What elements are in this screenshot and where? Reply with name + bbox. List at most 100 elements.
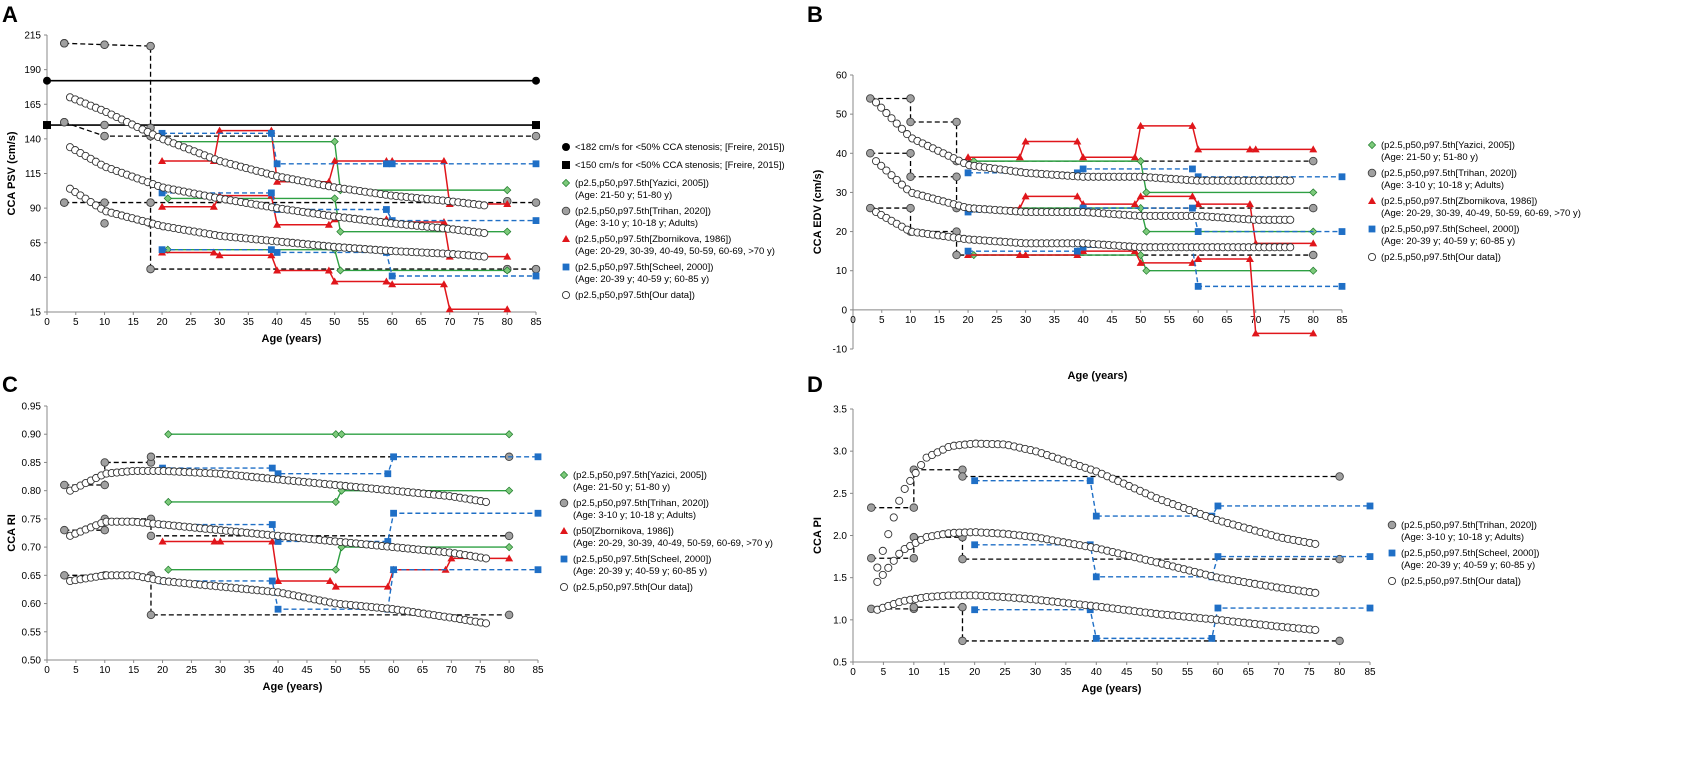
data-point bbox=[100, 458, 110, 467]
data-point bbox=[534, 509, 542, 517]
x-tick-label: 60 bbox=[1212, 667, 1224, 678]
x-tick-label: 85 bbox=[530, 317, 542, 328]
x-tick-label: 30 bbox=[215, 665, 227, 676]
data-point bbox=[1188, 192, 1197, 200]
legend-marker bbox=[561, 290, 571, 300]
legend-text: (p2.5,p50,p97.5th[Scheel, 2000]) bbox=[1381, 224, 1519, 235]
data-point bbox=[871, 98, 881, 107]
data-point bbox=[884, 530, 893, 539]
x-tick-label: 20 bbox=[157, 665, 169, 676]
legend-marker bbox=[560, 527, 568, 534]
data-point bbox=[382, 277, 391, 285]
data-point bbox=[480, 201, 489, 210]
legend-item: (p2.5,p50,p97.5th[Yazici, 2005])(Age: 21… bbox=[1367, 140, 1515, 163]
x-tick-label: 20 bbox=[156, 317, 168, 328]
legend-item: (p2.5,p50,p97.5th[Our data]) bbox=[561, 290, 695, 301]
y-tick-label: 30 bbox=[836, 188, 848, 199]
data-point bbox=[1194, 200, 1203, 208]
data-point bbox=[505, 543, 514, 552]
x-tick-label: 5 bbox=[879, 315, 885, 326]
data-point bbox=[531, 198, 541, 207]
legend-marker bbox=[560, 555, 568, 563]
data-point bbox=[952, 117, 961, 127]
data-point bbox=[216, 537, 225, 545]
data-point bbox=[447, 554, 456, 562]
series-our-data bbox=[65, 93, 489, 210]
data-point bbox=[268, 521, 276, 528]
series-line bbox=[871, 469, 1340, 509]
legend-text: (Age: 20-39 y; 40-59 y; 60-85 y) bbox=[1381, 236, 1515, 247]
data-point bbox=[911, 468, 920, 478]
x-tick-label: 25 bbox=[991, 315, 1003, 326]
data-point bbox=[532, 160, 540, 168]
data-point bbox=[1308, 203, 1318, 213]
panel-letter: A bbox=[2, 2, 18, 27]
x-tick-label: 65 bbox=[1221, 315, 1233, 326]
series-line bbox=[162, 512, 538, 543]
data-point bbox=[1021, 251, 1030, 259]
legend-marker bbox=[562, 263, 570, 271]
series-line bbox=[64, 121, 536, 137]
legend-text: (Age: 21-50 y; 51-80 y) bbox=[1381, 152, 1478, 163]
legend-text: (p2.5,p50,p97.5th[Our data]) bbox=[1401, 576, 1521, 587]
legend-item: (p2.5,p50,p97.5th[Trihan, 2020])(Age: 3-… bbox=[1387, 520, 1537, 543]
data-point bbox=[1136, 121, 1145, 129]
legend-marker bbox=[561, 178, 571, 188]
data-point bbox=[531, 264, 541, 274]
data-point bbox=[158, 537, 167, 545]
legend-marker bbox=[559, 582, 569, 592]
data-point bbox=[60, 118, 69, 127]
data-point bbox=[1079, 165, 1087, 173]
data-point bbox=[1311, 588, 1320, 597]
x-tick-label: 80 bbox=[504, 665, 516, 676]
data-point bbox=[146, 41, 155, 51]
data-point bbox=[1142, 188, 1151, 197]
legend-text: (p2.5,p50,p97.5th[Zbornikova, 1986]) bbox=[1381, 196, 1537, 207]
data-point bbox=[439, 217, 448, 225]
data-point bbox=[917, 460, 926, 470]
x-tick-label: 40 bbox=[272, 317, 284, 328]
legend-item: (p2.5,p50,p97.5th[Our data]) bbox=[1387, 576, 1521, 587]
threshold-marker bbox=[43, 121, 51, 130]
x-tick-label: 40 bbox=[1091, 667, 1103, 678]
data-point bbox=[388, 160, 396, 168]
data-point bbox=[273, 160, 281, 168]
data-point bbox=[336, 227, 345, 236]
data-point bbox=[1015, 251, 1024, 259]
x-tick-label: 55 bbox=[1182, 667, 1194, 678]
x-tick-label: 55 bbox=[359, 665, 371, 676]
x-tick-label: 20 bbox=[962, 315, 974, 326]
data-point bbox=[1286, 215, 1295, 224]
threshold-marker bbox=[532, 76, 540, 85]
series-line bbox=[871, 536, 1340, 560]
series-our-data bbox=[873, 439, 1320, 572]
x-axis-label: Age (years) bbox=[263, 681, 323, 693]
data-point bbox=[383, 206, 390, 213]
data-point bbox=[1194, 145, 1203, 153]
x-tick-label: 20 bbox=[969, 667, 981, 678]
x-tick-label: 50 bbox=[1152, 667, 1164, 678]
series-our-data bbox=[65, 143, 489, 238]
data-point bbox=[481, 497, 491, 507]
data-point bbox=[1338, 173, 1346, 181]
legend-item: (p2.5,p50,p97.5th[Yazici, 2005])(Age: 21… bbox=[561, 178, 709, 201]
data-point bbox=[889, 556, 898, 565]
legend-marker bbox=[1368, 225, 1376, 233]
data-point bbox=[326, 576, 335, 584]
series-our-data bbox=[66, 466, 491, 507]
data-point bbox=[100, 131, 109, 141]
series-line bbox=[974, 544, 1370, 578]
data-point bbox=[158, 129, 166, 137]
series-our-data bbox=[66, 517, 491, 563]
y-tick-label: 0.80 bbox=[22, 486, 42, 497]
x-tick-label: 80 bbox=[1334, 667, 1346, 678]
data-point bbox=[1214, 553, 1222, 560]
data-point bbox=[534, 453, 542, 461]
panel-letter: C bbox=[2, 372, 18, 397]
data-point bbox=[1309, 329, 1318, 337]
legend-item: (p2.5,p50,p97.5th[Scheel, 2000])(Age: 20… bbox=[1368, 224, 1519, 247]
data-point bbox=[1073, 251, 1082, 259]
data-point bbox=[1309, 188, 1318, 197]
data-point bbox=[1189, 204, 1196, 212]
series-line bbox=[64, 456, 510, 486]
